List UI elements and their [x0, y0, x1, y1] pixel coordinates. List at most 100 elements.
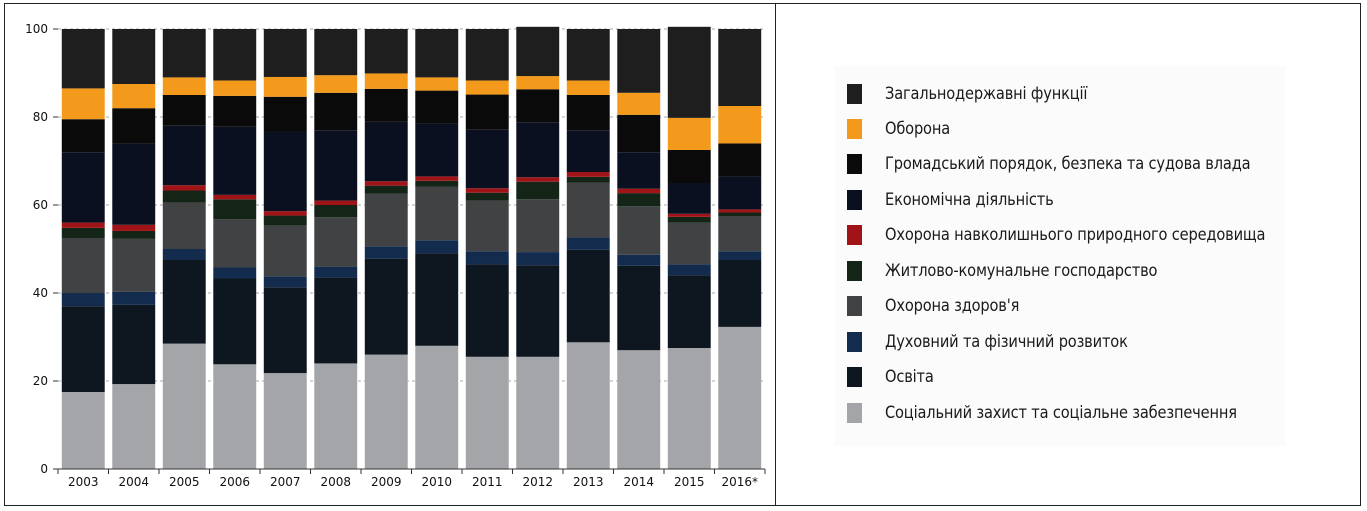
- bar-segment: [314, 75, 358, 93]
- bar-segment: [566, 249, 610, 343]
- bar-segment: [465, 94, 509, 130]
- bar-segment: [213, 95, 257, 127]
- bar-segment: [465, 192, 509, 201]
- bar-segment: [516, 199, 560, 253]
- bar-segment: [465, 251, 509, 265]
- bar-segment: [162, 95, 206, 126]
- table-frame: [4, 3, 1361, 506]
- bar-segment: [112, 84, 156, 109]
- bar-segment: [112, 230, 156, 239]
- bar-segment: [61, 29, 105, 89]
- bar-segment: [162, 249, 206, 260]
- bar-segment: [667, 26, 711, 118]
- bar-segment: [364, 354, 408, 469]
- stacked-bar-chart: 0 20 40 60 80 100 2003 2004 2005 2006 2007 2008 2009…: [25, 22, 766, 489]
- bar-segment: [364, 258, 408, 355]
- bar-segment: [415, 90, 459, 124]
- bar-segment: [516, 89, 560, 123]
- bar-segment: [112, 304, 156, 385]
- x-tick-label: 2012: [522, 475, 553, 489]
- bar-segment: [213, 29, 257, 81]
- bar-segment: [516, 252, 560, 266]
- legend-label: Громадський порядок, безпека та судова в…: [885, 153, 1251, 174]
- legend-item: Охорона здоров'я: [847, 290, 1041, 321]
- bar-segment: [718, 326, 762, 469]
- x-tick-label: 2009: [371, 475, 402, 489]
- x-tick-label: 2013: [573, 475, 604, 489]
- legend-item: Житлово-комунальне господарство: [847, 255, 1202, 286]
- bar-segment: [465, 188, 509, 193]
- bar-segment: [364, 181, 408, 186]
- bar-segment: [667, 150, 711, 183]
- legend-swatch: [847, 295, 862, 316]
- chart-legend: Загальнодержавні функції Оборона Громадс…: [835, 66, 1285, 446]
- bar-segment: [516, 356, 560, 469]
- bar-segment: [61, 222, 105, 228]
- bar-segment: [112, 224, 156, 231]
- bar-segment: [718, 176, 762, 210]
- table-divider: [775, 3, 776, 506]
- bar-segment: [415, 180, 459, 187]
- bar-segment: [314, 200, 358, 205]
- bar-segment: [61, 227, 105, 238]
- bar-segment: [566, 130, 610, 172]
- legend-swatch: [847, 331, 862, 352]
- bar-segment: [465, 29, 509, 81]
- x-tick-label: 2007: [270, 475, 301, 489]
- legend-swatch: [847, 402, 862, 423]
- legend-label: Охорона здоров'я: [885, 295, 1020, 316]
- bar-segment: [718, 209, 762, 213]
- bar-segment: [667, 222, 711, 265]
- bar-segment: [263, 215, 307, 226]
- bar-segment: [213, 126, 257, 195]
- bar-segment: [415, 186, 459, 241]
- bar-segment: [263, 131, 307, 212]
- bar-segment: [718, 212, 762, 216]
- bar-segment: [516, 177, 560, 182]
- legend-item: Соціальний захист та соціальне забезпече…: [847, 397, 1294, 428]
- y-tick-label: 100: [25, 22, 48, 36]
- bar-segment: [263, 276, 307, 288]
- bar-segment: [415, 176, 459, 181]
- bar-segment: [61, 392, 105, 469]
- bar-segment: [314, 92, 358, 131]
- bar-segment: [364, 193, 408, 247]
- bar-segment: [617, 350, 661, 469]
- bar-segment: [516, 76, 560, 90]
- bar-segment: [162, 343, 206, 469]
- bar-segment: [263, 211, 307, 216]
- bar-segment: [566, 176, 610, 183]
- bar-segment: [213, 267, 257, 279]
- bar-segment: [617, 265, 661, 351]
- bar-segment: [112, 238, 156, 292]
- x-tick-label: 2015: [674, 475, 705, 489]
- bar-segment: [415, 253, 459, 346]
- bar-segment: [213, 199, 257, 220]
- bar-segment: [516, 265, 560, 357]
- x-tick-label: 2006: [219, 475, 250, 489]
- bar-segment: [314, 130, 358, 201]
- bar-segment: [516, 181, 560, 200]
- bar-segment: [465, 80, 509, 95]
- bar-segment: [112, 384, 156, 469]
- bar-segment: [667, 348, 711, 469]
- bar-segment: [263, 373, 307, 469]
- bar-segment: [516, 122, 560, 178]
- bar-segment: [263, 96, 307, 132]
- legend-item: Економічна діяльність: [847, 184, 1081, 215]
- bar-segment: [566, 29, 610, 81]
- bar-segment: [364, 121, 408, 182]
- bar-segment: [718, 260, 762, 327]
- bar-segment: [566, 95, 610, 131]
- x-tick-label: 2003: [68, 475, 99, 489]
- bar-segment: [718, 29, 762, 106]
- bar-segment: [61, 293, 105, 307]
- bar-segment: [667, 117, 711, 150]
- legend-item: Оборона: [847, 113, 961, 144]
- legend-item: Громадський порядок, безпека та судова в…: [847, 148, 1310, 179]
- bar-segment: [718, 216, 762, 252]
- y-tick-label: 20: [33, 374, 48, 388]
- bar-segment: [162, 77, 206, 95]
- bar-segment: [112, 108, 156, 144]
- bar-segment: [617, 193, 661, 207]
